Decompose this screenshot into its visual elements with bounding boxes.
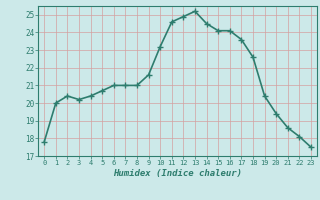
X-axis label: Humidex (Indice chaleur): Humidex (Indice chaleur) bbox=[113, 169, 242, 178]
